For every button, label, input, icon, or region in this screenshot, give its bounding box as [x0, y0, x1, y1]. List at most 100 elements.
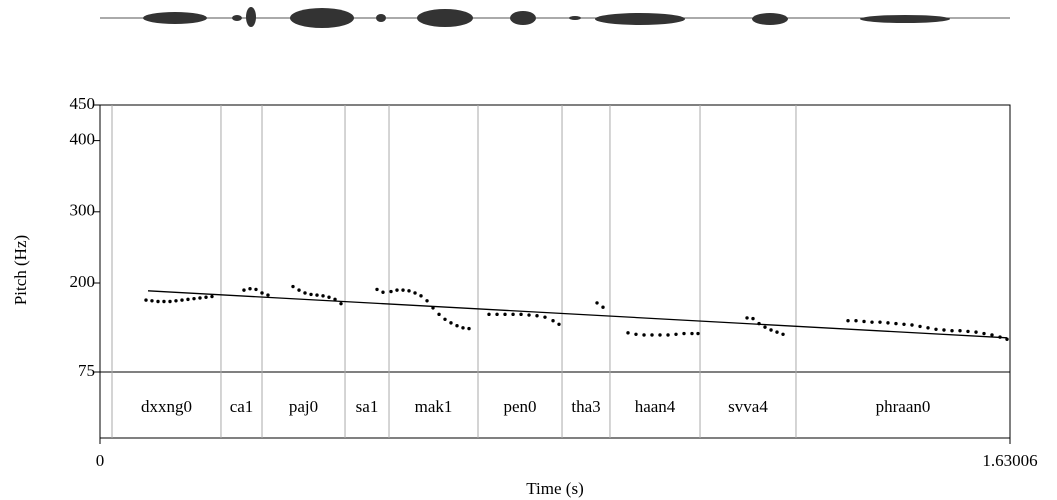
- pitch-point: [942, 328, 945, 331]
- pitch-point: [894, 322, 897, 325]
- pitch-point: [958, 329, 961, 332]
- pitch-point: [854, 319, 857, 322]
- pitch-point: [467, 327, 470, 330]
- pitch-point: [303, 291, 306, 294]
- pitch-point: [455, 324, 458, 327]
- x-axis-label: Time (s): [526, 479, 583, 498]
- pitch-point: [666, 333, 669, 336]
- pitch-point: [395, 288, 398, 291]
- pitch-point: [327, 296, 330, 299]
- pitch-point: [297, 288, 300, 291]
- pitch-point: [425, 299, 428, 302]
- pitch-point: [535, 314, 538, 317]
- tier-label: ca1: [230, 397, 254, 416]
- pitch-point: [407, 289, 410, 292]
- pitch-point: [375, 288, 378, 291]
- pitch-point: [918, 325, 921, 328]
- pitch-point: [495, 313, 498, 316]
- pitch-point: [950, 329, 953, 332]
- pitch-point: [266, 293, 269, 296]
- pitch-point: [910, 323, 913, 326]
- pitch-point: [696, 332, 699, 335]
- pitch-point: [339, 302, 342, 305]
- pitch-point: [254, 288, 257, 291]
- pitch-point: [487, 313, 490, 316]
- pitch-point: [870, 320, 873, 323]
- pitch-point: [934, 328, 937, 331]
- pitch-point: [248, 287, 251, 290]
- pitch-point: [878, 320, 881, 323]
- pitch-point: [511, 313, 514, 316]
- pitch-point: [902, 323, 905, 326]
- pitch-point: [162, 300, 165, 303]
- chart: Pitch (Hz) Time (s) dxxng0ca1paj0sa1mak1…: [0, 0, 1057, 500]
- pitch-point: [751, 317, 754, 320]
- pitch-point: [309, 293, 312, 296]
- pitch-point: [186, 298, 189, 301]
- plot-frame: [100, 105, 1010, 438]
- pitch-point: [144, 298, 147, 301]
- pitch-point: [461, 326, 464, 329]
- y-tick-label: 400: [70, 130, 96, 149]
- tier-label: pen0: [503, 397, 536, 416]
- pitch-point: [204, 296, 207, 299]
- x-tick-label: 1.63006: [982, 451, 1037, 470]
- tier-label: mak1: [415, 397, 453, 416]
- pitch-point: [926, 326, 929, 329]
- pitch-point: [156, 300, 159, 303]
- pitch-point: [437, 313, 440, 316]
- pitch-point: [682, 332, 685, 335]
- pitch-point: [650, 333, 653, 336]
- pitch-point: [966, 330, 969, 333]
- pitch-point: [443, 318, 446, 321]
- pitch-point: [413, 291, 416, 294]
- pitch-point: [886, 321, 889, 324]
- pitch-point: [210, 295, 213, 298]
- pitch-point: [543, 315, 546, 318]
- tier-label: phraan0: [876, 397, 931, 416]
- pitch-point: [658, 333, 661, 336]
- pitch-point: [192, 297, 195, 300]
- y-tick-label: 200: [70, 272, 96, 291]
- x-tick-label: 0: [96, 451, 105, 470]
- pitch-point: [775, 330, 778, 333]
- pitch-point: [381, 291, 384, 294]
- pitch-point: [769, 328, 772, 331]
- tier-label: svva4: [728, 397, 768, 416]
- pitch-point: [674, 333, 677, 336]
- pitch-point: [419, 294, 422, 297]
- pitch-point: [242, 288, 245, 291]
- tier-label: dxxng0: [141, 397, 192, 416]
- pitch-point: [634, 333, 637, 336]
- pitch-point: [150, 299, 153, 302]
- pitch-point: [168, 300, 171, 303]
- pitch-point: [321, 294, 324, 297]
- pitch-point: [389, 290, 392, 293]
- pitch-point: [846, 319, 849, 322]
- y-tick-label: 75: [78, 361, 95, 380]
- pitch-point: [626, 331, 629, 334]
- pitch-point: [260, 291, 263, 294]
- pitch-point: [690, 332, 693, 335]
- pitch-point: [982, 332, 985, 335]
- y-tick-label: 450: [70, 94, 96, 113]
- pitch-point: [557, 323, 560, 326]
- tier-label: sa1: [356, 397, 379, 416]
- tier-label: tha3: [571, 397, 600, 416]
- pitch-point: [551, 319, 554, 322]
- trend-line: [148, 291, 1007, 338]
- pitch-point: [527, 313, 530, 316]
- waveform: [100, 7, 1010, 28]
- pitch-point: [449, 321, 452, 324]
- pitch-point: [198, 296, 201, 299]
- pitch-point: [401, 288, 404, 291]
- pitch-point: [974, 330, 977, 333]
- pitch-point: [180, 298, 183, 301]
- pitch-point: [642, 333, 645, 336]
- tier-label: paj0: [289, 397, 318, 416]
- pitch-point: [601, 306, 604, 309]
- pitch-point: [519, 313, 522, 316]
- pitch-point: [174, 299, 177, 302]
- y-tick-label: 300: [70, 201, 96, 220]
- pitch-point: [990, 333, 993, 336]
